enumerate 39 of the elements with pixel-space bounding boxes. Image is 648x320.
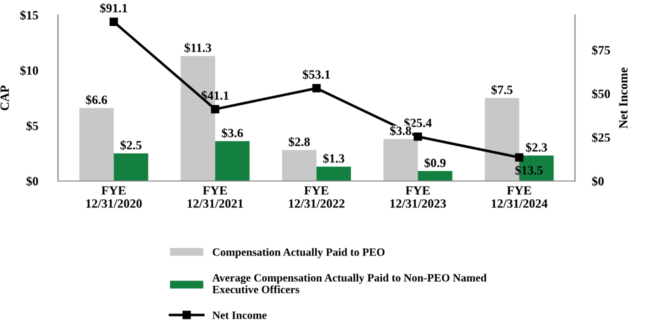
point xyxy=(110,18,118,26)
data-label: $11.3 xyxy=(184,42,212,53)
bar xyxy=(215,141,250,181)
y2-axis-title: Net Income xyxy=(619,68,628,128)
point xyxy=(312,84,321,92)
point xyxy=(210,105,220,114)
x-tick-label: FYE 12/31/2023 xyxy=(390,186,446,208)
data-label: $3.6 xyxy=(222,128,243,138)
data-label: $3.8 xyxy=(390,126,412,136)
point xyxy=(414,132,422,141)
legend-label: Average Compensation Actually Paid to Non-PEO Named Executive Officers xyxy=(212,274,487,294)
x-tick-label: FYE 12/31/2020 xyxy=(86,186,142,208)
data-label: $91.1 xyxy=(100,3,128,14)
data-label: $1.3 xyxy=(323,154,344,164)
y2-tick-label: $50 xyxy=(592,88,610,99)
data-label: $2.5 xyxy=(120,140,142,150)
data-label: $2.8 xyxy=(288,136,310,147)
legend-label: Net Income xyxy=(212,312,267,319)
legend-label: Compensation Actually Paid to PEO xyxy=(212,248,385,258)
data-label: $7.5 xyxy=(492,84,512,95)
y2-tick-label: $25 xyxy=(592,132,610,143)
y-tick-label: $0 xyxy=(26,176,38,186)
data-label: $2.3 xyxy=(526,142,547,152)
y-tick-label: $5 xyxy=(26,120,38,131)
y2-tick-label: $0 xyxy=(592,176,604,186)
y2-tick-label: $75 xyxy=(592,45,610,56)
y-tick-label: $10 xyxy=(20,66,38,76)
data-label: $41.1 xyxy=(202,90,229,101)
bar xyxy=(383,138,418,181)
data-label: $6.6 xyxy=(86,94,108,105)
bar xyxy=(316,166,351,181)
data-label: $0.9 xyxy=(424,158,446,168)
x-tick-label: FYE 12/31/2021 xyxy=(188,186,243,208)
x-tick-label: FYE 12/31/2024 xyxy=(492,186,548,208)
y-axis-title: CAP xyxy=(0,86,9,110)
point xyxy=(515,153,524,162)
x-tick-label: FYE 12/31/2022 xyxy=(289,186,344,208)
data-label: $53.1 xyxy=(302,70,330,80)
y-tick-label: $15 xyxy=(20,10,38,20)
